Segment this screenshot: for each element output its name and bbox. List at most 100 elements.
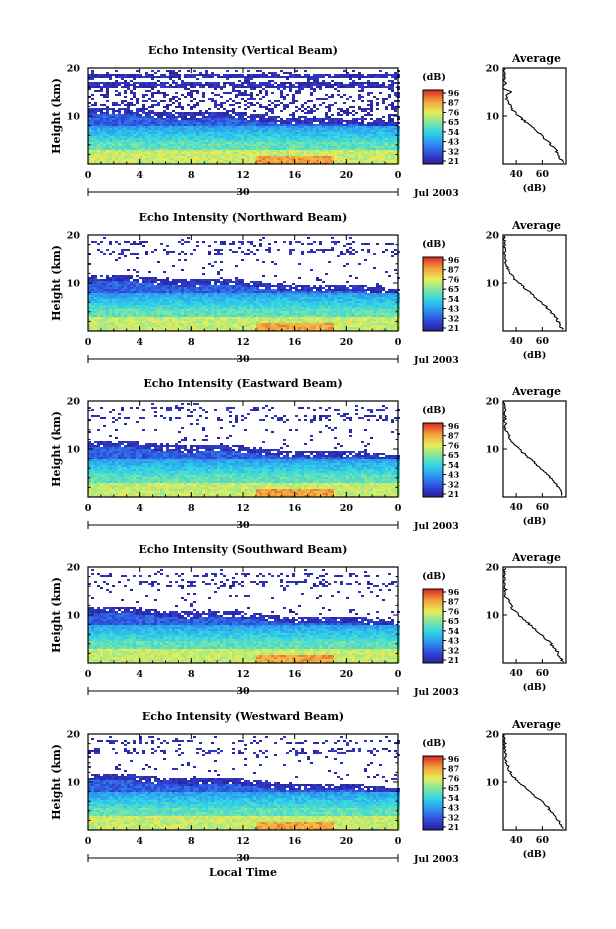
heatmap-cell <box>361 100 364 102</box>
heatmap-cell <box>322 136 325 138</box>
heatmap-cell <box>226 301 229 303</box>
heatmap-cell <box>223 305 226 307</box>
heatmap-cell <box>118 116 121 118</box>
heatmap-cell <box>217 271 220 273</box>
heatmap-cell <box>349 76 352 78</box>
heatmap-cell <box>394 158 397 160</box>
heatmap-cell <box>166 144 169 146</box>
heatmap-cell <box>355 118 358 120</box>
heatmap-cell <box>187 134 190 136</box>
heatmap-cell <box>226 150 229 152</box>
heatmap-cell <box>280 152 283 154</box>
heatmap-cell <box>343 128 346 130</box>
heatmap-cell <box>241 148 244 150</box>
heatmap-cell <box>145 152 148 154</box>
heatmap-cell <box>91 283 94 285</box>
heatmap-cell <box>292 162 295 164</box>
heatmap-cell <box>385 156 388 158</box>
heatmap-cell <box>124 76 127 78</box>
heatmap-cell <box>184 301 187 303</box>
heatmap-cell <box>244 132 247 134</box>
heatmap-cell <box>232 162 235 164</box>
heatmap-cell <box>244 112 247 114</box>
heatmap-cell <box>247 152 250 154</box>
heatmap-cell <box>250 118 253 120</box>
heatmap-cell <box>343 112 346 114</box>
heatmap-cell <box>292 136 295 138</box>
heatmap-cell <box>154 297 157 299</box>
heatmap-cell <box>154 114 157 116</box>
heatmap-cell <box>169 114 172 116</box>
heatmap-cell <box>205 134 208 136</box>
heatmap-cell <box>94 90 97 92</box>
heatmap-cell <box>169 291 172 293</box>
heatmap-cell <box>274 130 277 132</box>
heatmap-cell <box>145 86 148 88</box>
heatmap-cell <box>100 108 103 110</box>
heatmap-cell <box>196 124 199 126</box>
heatmap-cell <box>190 96 193 98</box>
heatmap-cell <box>325 114 328 116</box>
heatmap-cell <box>88 130 91 132</box>
heatmap-cell <box>274 148 277 150</box>
heatmap-cell <box>133 134 136 136</box>
heatmap-cell <box>349 122 352 124</box>
heatmap-cell <box>325 154 328 156</box>
heatmap-cell <box>376 126 379 128</box>
heatmap-cell <box>229 146 232 148</box>
heatmap-cell <box>91 241 94 243</box>
heatmap-cell <box>148 150 151 152</box>
heatmap-cell <box>235 160 238 162</box>
heatmap-cell <box>205 323 208 325</box>
heatmap-cell <box>187 283 190 285</box>
heatmap-cell <box>328 74 331 76</box>
heatmap-cell <box>391 124 394 126</box>
heatmap-cell <box>325 136 328 138</box>
heatmap-cell <box>229 114 232 116</box>
heatmap-cell <box>274 118 277 120</box>
heatmap-cell <box>178 241 181 243</box>
heatmap-cell <box>172 114 175 116</box>
heatmap-cell <box>181 311 184 313</box>
heatmap-cell <box>244 108 247 110</box>
heatmap-cell <box>199 148 202 150</box>
heatmap-cell <box>100 120 103 122</box>
heatmap-cell <box>97 138 100 140</box>
heatmap-cell <box>235 146 238 148</box>
heatmap-cell <box>118 287 121 289</box>
heatmap-cell <box>346 156 349 158</box>
heatmap-cell <box>328 146 331 148</box>
heatmap-cell <box>166 158 169 160</box>
heatmap-cell <box>166 122 169 124</box>
heatmap-cell <box>130 325 133 327</box>
heatmap-cell <box>328 140 331 142</box>
heatmap-cell <box>298 126 301 128</box>
heatmap-cell <box>94 317 97 319</box>
heatmap-cell <box>91 152 94 154</box>
heatmap-cell <box>367 146 370 148</box>
heatmap-cell <box>139 108 142 110</box>
heatmap-cell <box>160 291 163 293</box>
heatmap-cell <box>268 140 271 142</box>
heatmap-cell <box>103 307 106 309</box>
heatmap-cell <box>103 299 106 301</box>
heatmap-cell <box>370 146 373 148</box>
heatmap-cell <box>241 140 244 142</box>
heatmap-cell <box>130 285 133 287</box>
heatmap-cell <box>280 148 283 150</box>
heatmap-cell <box>223 325 226 327</box>
heatmap-cell <box>148 152 151 154</box>
heatmap-cell <box>139 319 142 321</box>
heatmap-cell <box>139 285 142 287</box>
heatmap-cell <box>304 74 307 76</box>
heatmap-cell <box>154 154 157 156</box>
heatmap-cell <box>250 88 253 90</box>
heatmap-cell <box>157 279 160 281</box>
heatmap-cell <box>118 313 121 315</box>
heatmap-cell <box>376 138 379 140</box>
heatmap-cell <box>178 285 181 287</box>
heatmap-cell <box>250 130 253 132</box>
heatmap-cell <box>208 120 211 122</box>
heatmap-cell <box>190 130 193 132</box>
heatmap-cell <box>172 295 175 297</box>
